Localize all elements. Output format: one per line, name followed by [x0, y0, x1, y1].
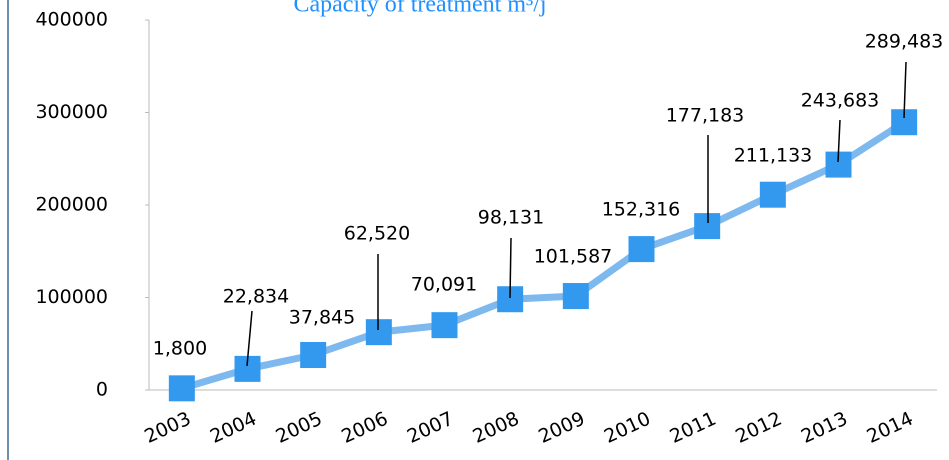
x-tick-label: 2010: [601, 408, 654, 448]
x-tick-label: 2006: [338, 408, 391, 448]
data-label: 211,133: [734, 145, 813, 167]
x-tick-label: 2008: [469, 408, 522, 448]
x-tick-label: 2005: [272, 408, 325, 448]
y-tick-label: 100000: [35, 286, 108, 308]
data-label: 1,800: [153, 338, 207, 360]
data-marker: [694, 213, 721, 240]
x-tick-label: 2003: [141, 408, 194, 448]
leader-line: [509, 237, 512, 299]
x-tick-label: 2004: [207, 408, 260, 448]
data-label: 177,183: [666, 105, 745, 127]
x-tick-label: 2011: [666, 408, 719, 448]
y-tick-label: 400000: [35, 9, 108, 31]
leader-line: [903, 61, 907, 119]
data-label: 62,520: [344, 223, 410, 245]
data-marker: [300, 341, 327, 368]
y-tick-label: 200000: [35, 194, 108, 216]
data-label: 22,834: [223, 286, 289, 308]
y-tick-label: 0: [96, 379, 108, 401]
data-marker: [562, 283, 589, 310]
x-tick-label: 2012: [732, 408, 785, 448]
data-marker: [759, 181, 786, 208]
chart-title: Capacity of treatment m³/j: [293, 0, 546, 18]
x-tick-label: 2007: [404, 408, 457, 448]
data-label: 152,316: [602, 199, 681, 221]
data-label: 101,587: [534, 246, 613, 268]
data-label: 243,683: [801, 90, 880, 112]
y-tick-label: 300000: [35, 101, 108, 123]
leader-line: [837, 119, 841, 163]
data-label: 37,845: [289, 307, 355, 329]
x-tick-label: 2014: [863, 408, 916, 448]
leader-line: [246, 310, 253, 367]
data-label: 289,483: [865, 31, 944, 53]
data-marker: [431, 312, 458, 339]
data-marker: [628, 236, 655, 263]
data-label: 98,131: [478, 207, 544, 229]
data-marker: [168, 375, 195, 402]
x-tick-label: 2009: [535, 408, 588, 448]
data-label: 70,091: [411, 274, 477, 296]
x-tick-label: 2013: [798, 408, 851, 448]
data-marker: [365, 319, 392, 346]
